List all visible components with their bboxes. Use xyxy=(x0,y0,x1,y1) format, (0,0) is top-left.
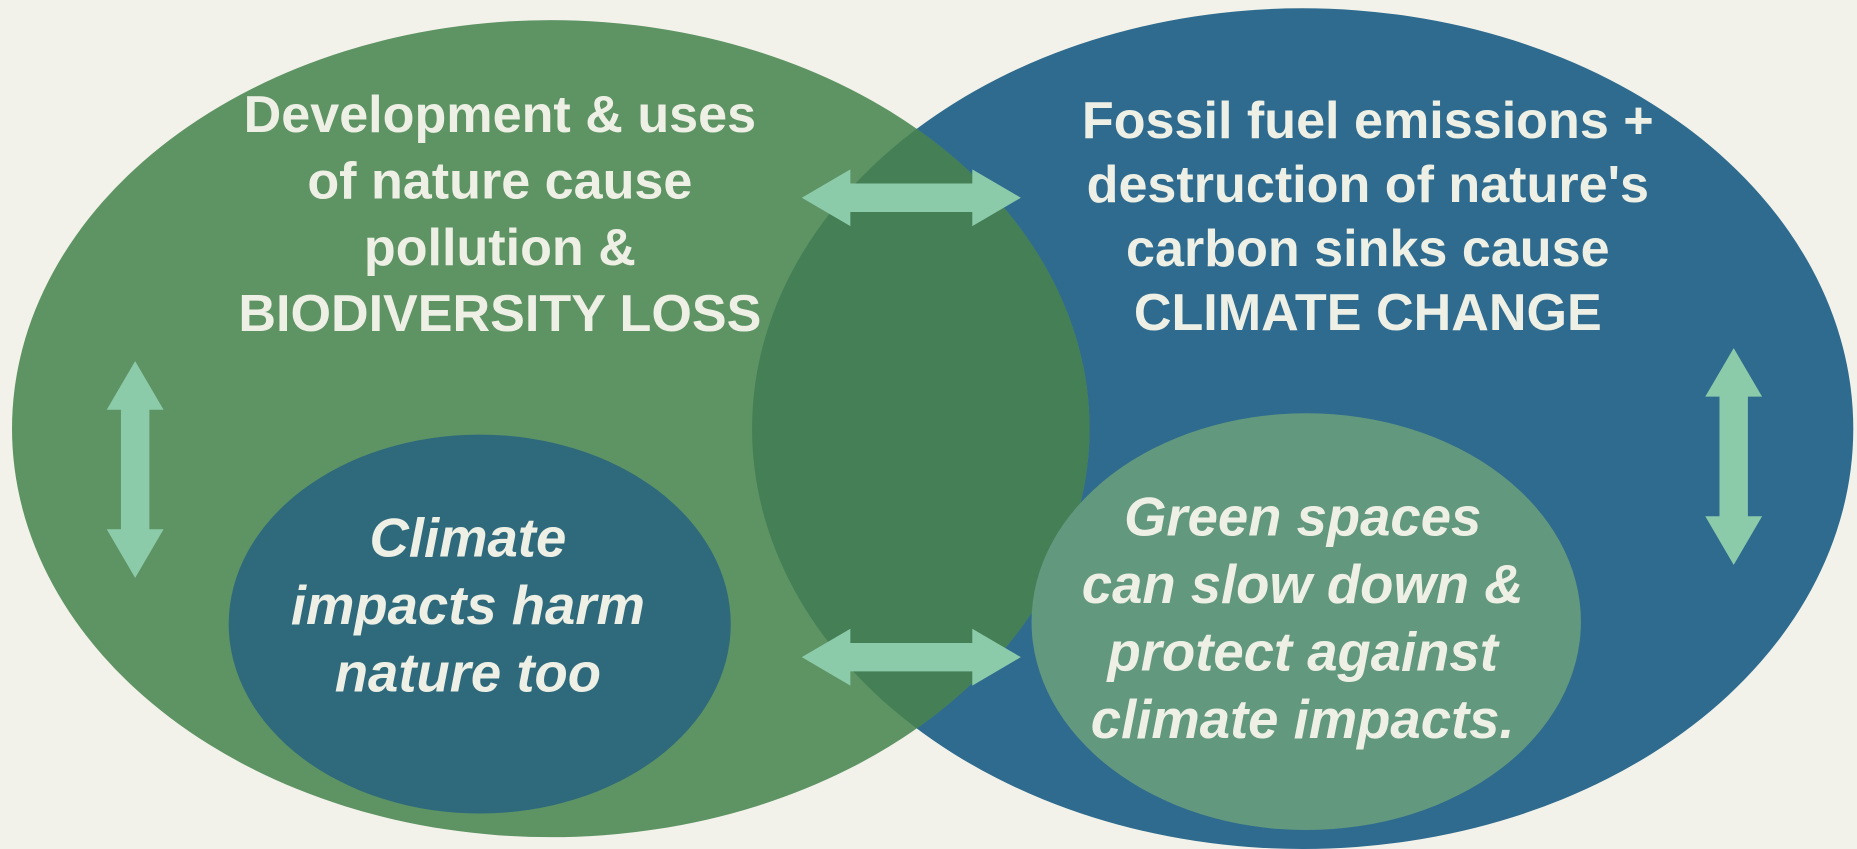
arrow xyxy=(106,361,164,578)
label-line: climate impacts. xyxy=(1091,689,1515,750)
label-line: of nature cause xyxy=(307,152,692,210)
label-line: BIODIVERSITY LOSS xyxy=(238,285,761,343)
arrow xyxy=(801,628,1021,686)
labels: Development & uses of nature cause polluti… xyxy=(238,86,1653,750)
label-line: protect against xyxy=(1106,621,1500,682)
label-line: pollution & xyxy=(364,219,636,277)
arrow xyxy=(1705,348,1763,565)
right-inner-blob xyxy=(1031,413,1581,831)
label-line: CLIMATE CHANGE xyxy=(1134,284,1602,342)
left-inner-blob xyxy=(228,434,731,814)
label-line: Climate xyxy=(370,508,567,569)
label-line: Fossil fuel emissions + xyxy=(1082,92,1654,150)
label-line: Development & uses xyxy=(244,86,756,144)
label-line: impacts harm xyxy=(291,575,645,636)
label-line: carbon sinks cause xyxy=(1126,220,1610,278)
label-line: Green spaces xyxy=(1124,486,1481,547)
label-line: nature too xyxy=(335,643,601,704)
label-line: can slow down & xyxy=(1082,554,1524,615)
label-line: destruction of nature's xyxy=(1087,156,1649,214)
